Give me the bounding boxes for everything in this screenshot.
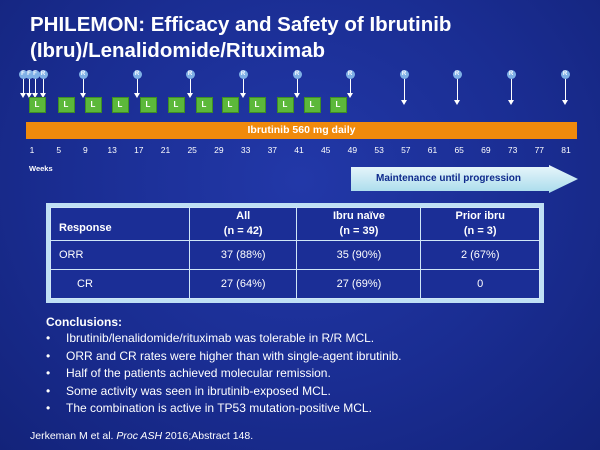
- cell-prior: 0: [420, 269, 540, 299]
- week-tick-label: 41: [294, 145, 304, 155]
- down-arrow-icon: [134, 79, 140, 98]
- row-label: CR: [50, 269, 190, 299]
- bullet-icon: •: [46, 383, 51, 398]
- table-row: ORR 37 (88%) 35 (90%) 2 (67%): [50, 240, 540, 270]
- lenalidomide-box: L: [57, 97, 75, 113]
- header-response: Response: [50, 207, 190, 241]
- week-tick-label: 65: [454, 145, 464, 155]
- week-tick-label: 5: [56, 145, 62, 155]
- list-item: • Ibrutinib/lenalidomide/rituximab was to…: [46, 330, 586, 348]
- conclusions-heading: Conclusions:: [46, 315, 123, 329]
- week-tick-label: 77: [534, 145, 545, 155]
- reference: Jerkeman M et al. Proc ASH 2016;Abstract…: [30, 430, 254, 442]
- down-arrow-icon: [32, 79, 38, 98]
- week-tick-label: 69: [481, 145, 491, 155]
- week-tick-label: 33: [240, 145, 251, 155]
- week-tick-label: 17: [134, 145, 144, 155]
- down-arrow-icon: [240, 79, 246, 98]
- week-tick-label: 61: [427, 145, 438, 155]
- cell-naive: 35 (90%): [296, 240, 422, 270]
- down-arrow-icon: [401, 79, 407, 105]
- cell-all: 37 (88%): [188, 240, 298, 270]
- week-tick-label: 81: [561, 145, 571, 155]
- ibrutinib-bar: Ibrutinib 560 mg daily: [26, 122, 577, 139]
- week-tick-label: 13: [107, 145, 117, 155]
- week-tick-label: 45: [320, 145, 331, 155]
- weeks-label: Weeks: [29, 164, 53, 173]
- bullet-icon: •: [46, 366, 51, 380]
- table-row: CR 27 (64%) 27 (69%) 0: [50, 269, 540, 299]
- rituximab-marker: R: [560, 70, 570, 79]
- week-tick-label: 29: [214, 145, 224, 155]
- down-arrow-icon: [508, 79, 514, 105]
- maintenance-label: Maintenance until progression: [375, 173, 522, 184]
- list-item: • The combination is active in TP53 mutat…: [46, 400, 586, 418]
- maintenance-arrow-shape: [351, 165, 578, 193]
- down-arrow-icon: [294, 79, 300, 98]
- down-arrow-icon: [454, 79, 460, 105]
- down-arrow-icon: [20, 79, 26, 98]
- list-item: • Half of the patients achieved molecular…: [46, 365, 586, 383]
- cell-prior: 2 (67%): [420, 240, 540, 270]
- down-arrow-icon: [40, 79, 46, 98]
- lenalidomide-box: L: [111, 97, 129, 113]
- rituximab-marker: R: [132, 70, 142, 79]
- week-tick-label: 1: [29, 145, 35, 155]
- week-tick-label: 25: [187, 145, 197, 155]
- conclusions: Conclusions: • Ibrutinib/lenalidomide/rit…: [46, 314, 586, 418]
- down-arrow-icon: [26, 79, 32, 98]
- row-label: ORR: [50, 240, 190, 270]
- maintenance-arrow: Maintenance until progression: [351, 165, 579, 193]
- rituximab-marker: R: [38, 70, 48, 79]
- lenalidomide-box: L: [221, 97, 239, 113]
- rituximab-marker: R: [78, 70, 88, 79]
- rituximab-marker: R: [452, 70, 462, 79]
- rituximab-marker: R: [506, 70, 516, 79]
- week-tick-label: 53: [374, 145, 384, 155]
- week-tick-label: 21: [160, 145, 171, 155]
- week-tick-label: 57: [401, 145, 411, 155]
- lenalidomide-box: L: [84, 97, 102, 113]
- rituximab-marker: R: [345, 70, 355, 79]
- lenalidomide-box: L: [139, 97, 157, 113]
- lenalidomide-box: L: [28, 97, 46, 113]
- fcr-marker: F: [24, 70, 34, 79]
- lenalidomide-box: L: [276, 97, 294, 113]
- lenalidomide-box: L: [195, 97, 213, 113]
- down-arrow-icon: [187, 79, 193, 98]
- bullet-icon: •: [46, 348, 51, 363]
- list-item: • ORR and CR rates were higher than with …: [46, 348, 586, 366]
- fcr-marker: F: [18, 70, 28, 79]
- lenalidomide-box: L: [329, 97, 347, 113]
- week-tick-label: 37: [267, 145, 278, 155]
- bullet-icon: •: [46, 401, 51, 415]
- lenalidomide-box: L: [248, 97, 266, 113]
- response-table: Response All (n = 42) Ibru naïve (n = 39) …: [50, 207, 540, 299]
- rituximab-marker: R: [292, 70, 302, 79]
- rituximab-marker: R: [399, 70, 409, 79]
- rituximab-marker: R: [238, 70, 248, 79]
- cell-all: 27 (64%): [188, 269, 298, 299]
- fcr-marker: F: [30, 70, 40, 79]
- response-table-frame: Response All (n = 42) Ibru naïve (n = 39) …: [46, 203, 544, 303]
- lenalidomide-box: L: [303, 97, 321, 113]
- table-header-row: Response All (n = 42) Ibru naïve (n = 39) …: [50, 207, 540, 241]
- week-tick-label: 9: [83, 145, 88, 155]
- list-item: • Some activity was seen in ibrutinib-exp…: [46, 383, 586, 401]
- header-prior-ibru: Prior ibru (n = 3): [420, 207, 540, 241]
- header-all: All (n = 42): [188, 207, 298, 241]
- lenalidomide-box: L: [167, 97, 185, 113]
- header-ibru-naive: Ibru naïve (n = 39): [296, 207, 422, 241]
- week-tick-label: 73: [507, 145, 518, 155]
- bullet-icon: •: [46, 331, 51, 345]
- down-arrow-icon: [562, 79, 568, 105]
- slide-title: PHILEMON: Efficacy and Safety of Ibrutin…: [30, 13, 452, 62]
- rituximab-marker: R: [185, 70, 195, 79]
- down-arrow-icon: [80, 79, 86, 98]
- cell-naive: 27 (69%): [296, 269, 422, 299]
- down-arrow-icon: [347, 79, 353, 98]
- week-tick-label: 49: [347, 145, 358, 155]
